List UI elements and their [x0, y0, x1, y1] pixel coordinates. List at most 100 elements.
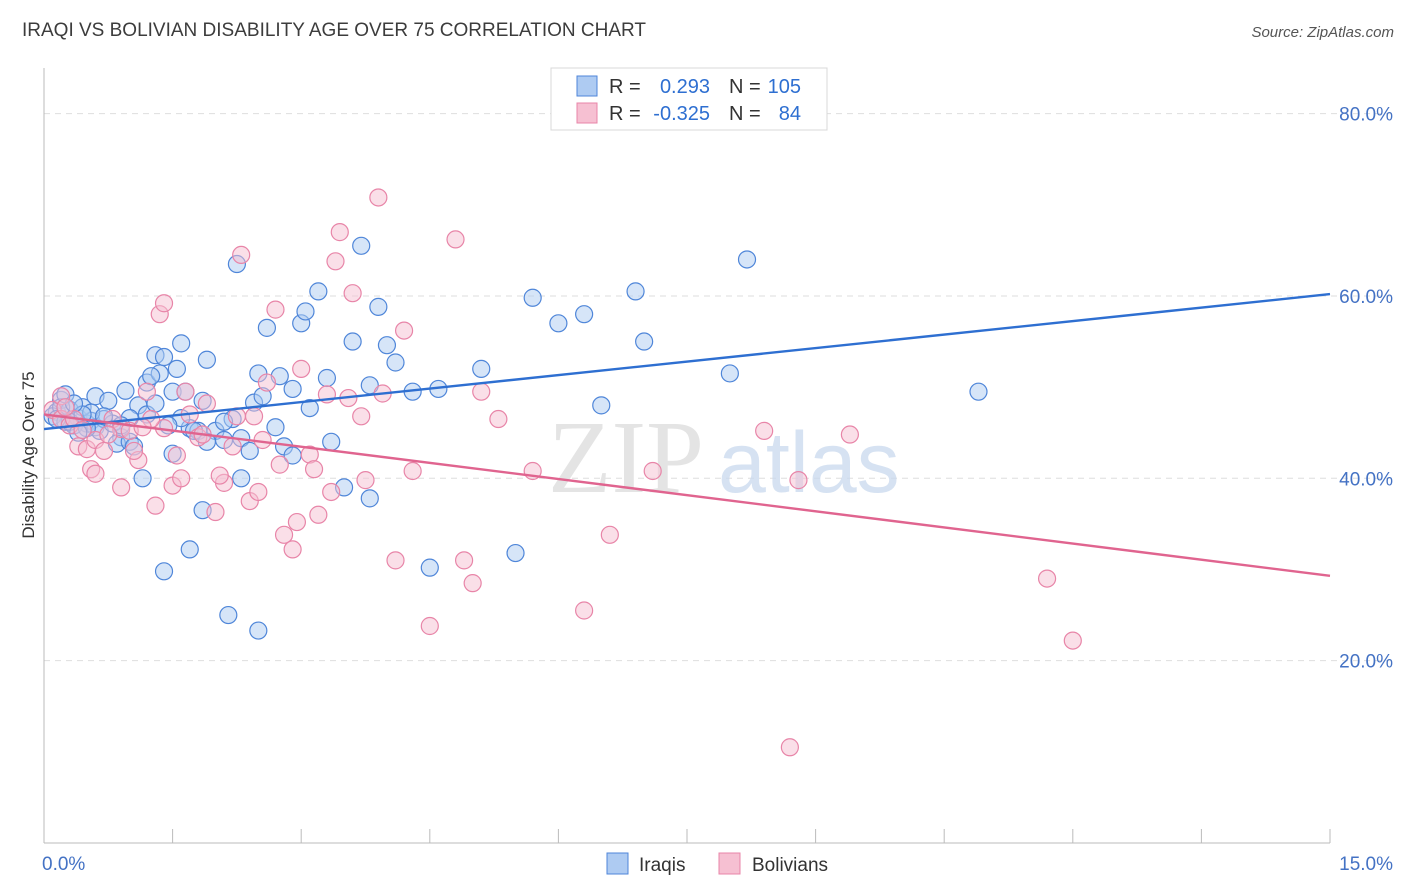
- bolivian-point-74: [287, 512, 307, 532]
- iraqi-point-87: [322, 432, 341, 451]
- iraqi-point-43: [283, 379, 302, 399]
- iraqi-point-53: [369, 297, 388, 316]
- iraqi-point-51: [352, 236, 371, 255]
- legend-r-value-bolivians: -0.325: [653, 103, 710, 125]
- bolivian-trend-line: [43, 413, 1331, 578]
- iraqi-point-40: [257, 318, 277, 337]
- iraqi-point-74: [249, 621, 268, 640]
- iraqi-point-54: [377, 336, 397, 355]
- iraqi-point-67: [720, 364, 739, 383]
- bolivian-point-12: [146, 496, 165, 515]
- bolivian-point-67: [176, 382, 195, 401]
- y-tick-label-1: 40.0%: [1339, 469, 1393, 490]
- bolivian-point-18: [197, 394, 216, 413]
- data-points: [43, 188, 1082, 757]
- bolivian-point-51: [755, 421, 774, 440]
- bolivian-point-42: [446, 230, 465, 249]
- watermark: ZIP atlas: [548, 400, 900, 515]
- iraqi-point-101: [142, 367, 161, 386]
- iraqi-point-64: [592, 396, 611, 415]
- bolivian-point-56: [780, 738, 799, 757]
- iraqi-point-73: [219, 605, 238, 625]
- bolivian-point-15: [172, 469, 191, 488]
- iraqi-point-24: [172, 334, 191, 353]
- iraqi-point-45: [296, 302, 315, 321]
- trend-lines: [43, 292, 1331, 578]
- bolivian-point-28: [283, 540, 302, 559]
- watermark-zip: ZIP: [548, 400, 704, 515]
- bolivian-point-73: [270, 455, 289, 474]
- y-tick-label-0: 20.0%: [1339, 652, 1393, 673]
- iraqi-point-68: [737, 250, 757, 269]
- bolivian-point-58: [154, 294, 174, 313]
- legend-n-value-iraqis: 105: [768, 76, 801, 98]
- iraqi-point-30: [197, 350, 216, 369]
- legend-swatch-bolivians: [576, 102, 598, 124]
- series-legend: Iraqis Bolivians: [606, 852, 828, 876]
- legend-r-label-iraqis: R =: [609, 76, 641, 98]
- bolivian-point-78: [356, 471, 375, 490]
- bolivian-point-35: [343, 284, 362, 303]
- iraqi-point-76: [133, 469, 152, 488]
- iraqi-point-63: [575, 305, 594, 324]
- y-tick-label-2: 60.0%: [1339, 287, 1393, 308]
- legend-r-value-iraqis: 0.293: [660, 76, 710, 98]
- legend-r-label-bolivians: R =: [609, 103, 641, 125]
- legend-swatch-iraqis: [576, 75, 598, 97]
- iraqi-point-66: [635, 332, 654, 351]
- bolivian-point-38: [386, 551, 405, 570]
- bolivian-point-33: [326, 252, 345, 271]
- iraqi-point-60: [506, 543, 525, 563]
- iraqi-point-75: [360, 489, 379, 508]
- bolivian-point-25: [257, 373, 277, 392]
- iraqi-point-78: [232, 469, 251, 488]
- bolivian-point-76: [322, 482, 341, 502]
- iraqi-point-17: [116, 381, 135, 400]
- bolivian-point-34: [330, 223, 349, 242]
- y-axis-title: Disability Age Over 75: [19, 371, 38, 538]
- iraqi-point-82: [99, 391, 118, 410]
- bolivian-point-43: [454, 551, 474, 570]
- bolivian-point-50: [643, 461, 662, 481]
- iraqi-point-36: [240, 441, 259, 461]
- bolivian-point-52: [789, 471, 808, 490]
- bolivian-point-49: [600, 525, 619, 544]
- bolivian-point-22: [232, 245, 251, 265]
- bolivian-point-71: [244, 407, 264, 426]
- bolivian-point-81: [99, 425, 118, 444]
- bolivian-point-27: [274, 525, 294, 544]
- bolivian-point-41: [420, 616, 439, 636]
- iraqi-point-41: [266, 418, 285, 437]
- chart-source: Source: ZipAtlas.com: [1251, 24, 1394, 41]
- iraqi-point-22: [154, 347, 174, 367]
- iraqi-point-25: [167, 359, 186, 378]
- axes: [43, 68, 1331, 844]
- bolivian-point-66: [167, 446, 186, 465]
- watermark-atlas: atlas: [718, 415, 900, 511]
- bolivian-point-64: [124, 441, 144, 461]
- correlation-legend: R = 0.293 N = 105 R = -0.325 N = 84: [550, 67, 828, 131]
- y-tick-label-3: 80.0%: [1339, 105, 1393, 126]
- bolivian-point-11: [137, 382, 156, 401]
- bolivian-point-21: [223, 437, 242, 456]
- bolivian-point-29: [292, 359, 311, 378]
- bolivian-point-69: [210, 466, 229, 485]
- bottom-legend-swatch-iraqis: [606, 852, 629, 875]
- bolivian-point-75: [304, 460, 324, 479]
- bolivian-point-6: [94, 441, 114, 461]
- legend-n-value-bolivians: 84: [779, 103, 801, 125]
- legend-n-label-bolivians: N =: [729, 103, 761, 125]
- iraqi-point-62: [549, 314, 568, 333]
- bolivian-point-83: [56, 398, 75, 417]
- bottom-legend-label-iraqis: Iraqis: [639, 855, 685, 876]
- iraqi-point-61: [523, 288, 542, 307]
- iraqi-point-55: [386, 353, 405, 372]
- iraqi-trend-line: [43, 292, 1331, 431]
- bottom-legend-swatch-bolivians: [718, 852, 741, 875]
- bottom-legend-label-bolivians: Bolivians: [752, 855, 828, 876]
- bolivian-point-63: [112, 478, 131, 497]
- bolivian-point-45: [472, 382, 491, 401]
- bolivian-point-24: [249, 482, 268, 502]
- bolivian-point-26: [266, 300, 285, 319]
